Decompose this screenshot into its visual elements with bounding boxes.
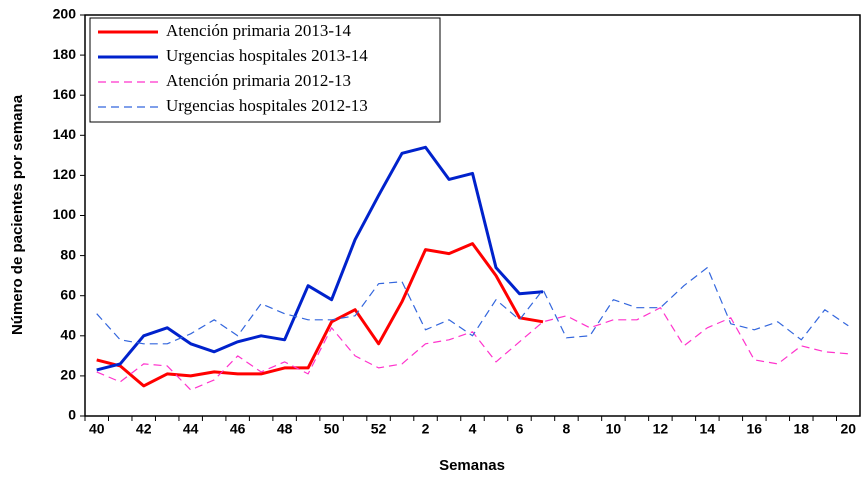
y-tick-label: 60	[60, 286, 76, 302]
x-tick-label: 16	[747, 421, 763, 437]
x-tick-label: 2	[422, 421, 430, 437]
legend-label: Atención primaria 2012-13	[166, 71, 351, 90]
series-line	[96, 267, 849, 345]
x-tick-label: 4	[469, 421, 477, 437]
x-axis-label: Semanas	[439, 457, 505, 474]
x-tick-label: 42	[136, 421, 152, 437]
x-tick-label: 50	[324, 421, 340, 437]
y-tick-label: 140	[53, 126, 77, 142]
x-tick-label: 44	[183, 421, 199, 437]
y-tick-label: 0	[68, 407, 76, 423]
legend-label: Urgencias hospitales 2013-14	[166, 46, 368, 65]
x-tick-label: 52	[371, 421, 387, 437]
y-tick-label: 100	[53, 206, 77, 222]
y-tick-label: 20	[60, 367, 76, 383]
y-tick-label: 80	[60, 246, 76, 262]
legend-box	[89, 17, 441, 123]
y-tick-label: 160	[53, 86, 77, 102]
x-tick-label: 14	[700, 421, 716, 437]
x-tick-label: 8	[563, 421, 571, 437]
x-tick-label: 40	[89, 421, 105, 437]
y-tick-label: 40	[60, 327, 76, 343]
legend-label: Urgencias hospitales 2012-13	[166, 96, 368, 115]
x-tick-label: 20	[840, 421, 856, 437]
x-tick-label: 12	[653, 421, 669, 437]
series-line	[96, 307, 849, 391]
x-tick-label: 46	[230, 421, 246, 437]
x-tick-label: 10	[606, 421, 622, 437]
series-line	[96, 145, 544, 372]
x-tick-label: 48	[277, 421, 293, 437]
x-tick-label: 18	[793, 421, 809, 437]
y-tick-label: 180	[53, 46, 77, 62]
y-tick-label: 120	[53, 166, 77, 182]
y-axis-label: Número de pacientes por semana	[9, 94, 26, 335]
y-tick-label: 200	[53, 6, 77, 22]
series-line	[96, 242, 544, 388]
x-tick-label: 6	[516, 421, 524, 437]
legend-label: Atención primaria 2013-14	[166, 21, 352, 40]
